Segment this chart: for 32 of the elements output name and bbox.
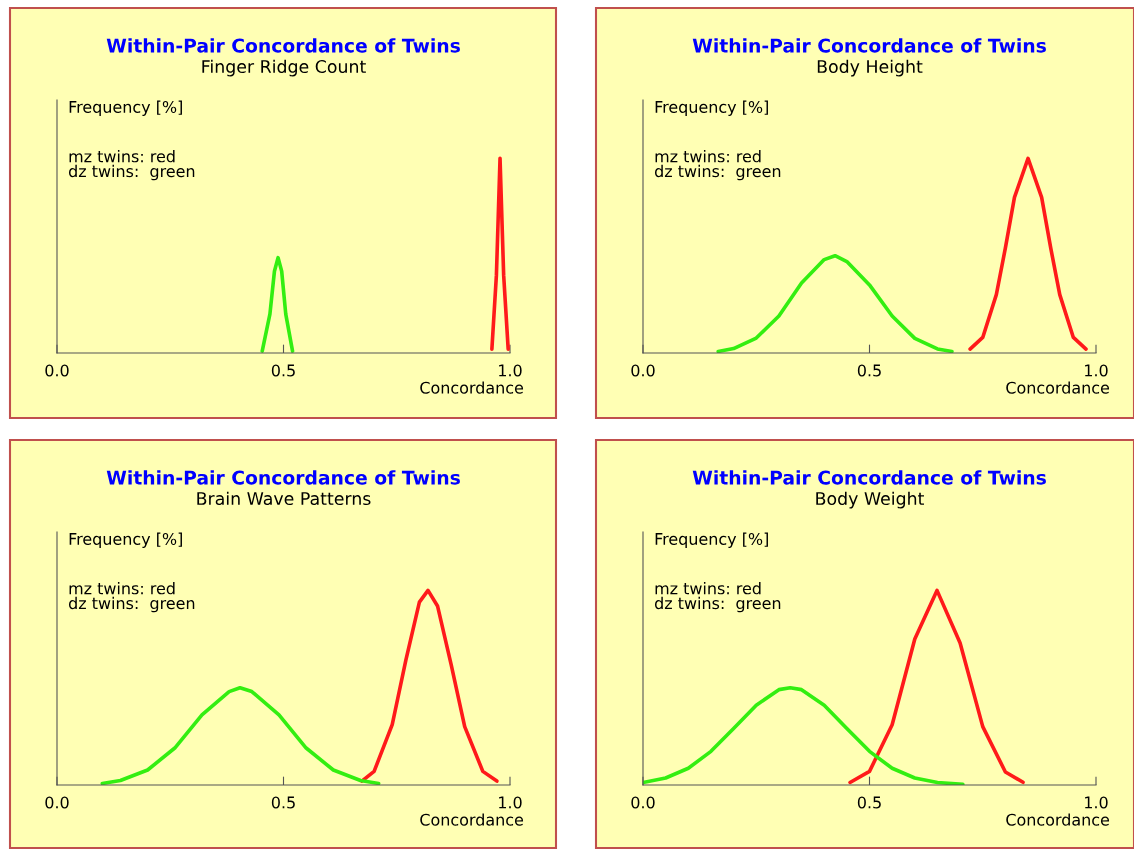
x-axis-title: Concordance (1006, 813, 1110, 826)
chart-title: Within-Pair Concordance of Twins (692, 38, 1046, 53)
y-axis-title: Frequency [%] (655, 100, 768, 117)
x-tick-label: 0.5 (857, 796, 881, 809)
x-tick-label: 0.0 (45, 364, 69, 377)
chart-subtitle: Body Weight (816, 491, 924, 509)
chart-subtitle: Finger Ridge Count (202, 59, 366, 77)
x-axis-title: Concordance (420, 813, 524, 826)
x-axis-title: Concordance (420, 381, 524, 394)
chart-title: Within-Pair Concordance of Twins (106, 38, 460, 53)
y-axis-title: Frequency [%] (69, 100, 182, 117)
x-tick-label: 1.0 (1085, 364, 1108, 377)
chart-title: Within-Pair Concordance of Twins (106, 470, 460, 485)
chart-subtitle: Brain Wave Patterns (197, 491, 371, 506)
y-axis-title: Frequency [%] (69, 532, 182, 549)
x-tick-label: 0.0 (45, 796, 69, 809)
x-tick-label: 1.0 (499, 796, 522, 809)
annotation: mz twins: red dz twins: green (68, 582, 195, 613)
annotation: mz twins: red dz twins: green (654, 582, 781, 613)
chart-title: Within-Pair Concordance of Twins (692, 470, 1046, 485)
y-axis-title: Frequency [%] (655, 532, 768, 549)
annotation: mz twins: red dz twins: green (68, 150, 195, 181)
x-axis-title: Concordance (1006, 381, 1110, 394)
x-tick-label: 1.0 (1085, 796, 1108, 809)
x-tick-label: 0.5 (271, 796, 295, 809)
chart-subtitle: Body Height (817, 59, 923, 77)
annotation: mz twins: red dz twins: green (654, 150, 781, 181)
x-tick-label: 0.0 (631, 796, 655, 809)
x-tick-label: 0.5 (857, 364, 881, 377)
x-tick-label: 0.5 (271, 364, 295, 377)
x-tick-label: 1.0 (499, 364, 522, 377)
x-tick-label: 0.0 (631, 364, 655, 377)
